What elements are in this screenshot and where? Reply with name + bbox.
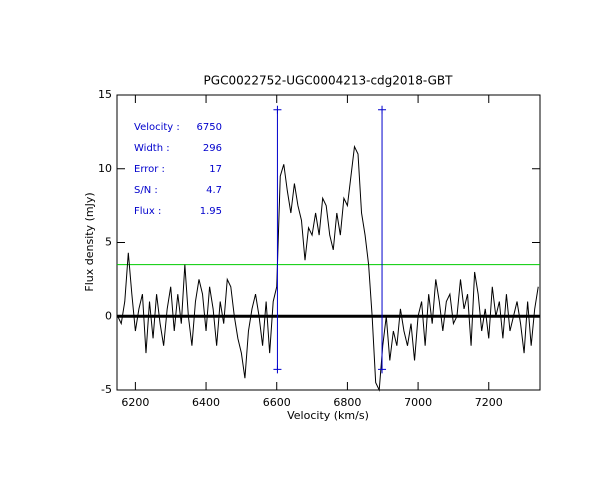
spectrum-line	[117, 144, 539, 392]
chart-title: PGC0022752-UGC0004213-cdg2018-GBT	[204, 74, 454, 88]
x-tick-label: 6400	[192, 396, 220, 409]
y-tick-label: 10	[98, 162, 112, 175]
annotation-label: Error :	[134, 164, 165, 175]
x-tick-label: 7000	[404, 396, 432, 409]
y-tick-label: -5	[101, 383, 112, 396]
annotation-label: S/N :	[134, 185, 158, 196]
x-tick-label: 6200	[121, 396, 149, 409]
marker-cap	[378, 105, 387, 114]
marker-cap	[273, 365, 282, 374]
annotation-value: 296	[203, 143, 222, 154]
y-axis-label: Flux density (mJy)	[83, 192, 96, 291]
x-tick-label: 7200	[475, 396, 503, 409]
annotation-value: 4.7	[206, 185, 222, 196]
marker-cap	[273, 105, 282, 114]
annotation-value: 17	[209, 164, 222, 175]
annotation-value: 6750	[197, 122, 222, 133]
annotation-label: Width :	[134, 143, 170, 154]
marker-cap	[378, 365, 387, 374]
x-tick-label: 6800	[333, 396, 361, 409]
annotation-label: Flux :	[134, 206, 161, 217]
x-tick-label: 6600	[263, 396, 291, 409]
y-tick-label: 15	[98, 88, 112, 101]
y-tick-label: 0	[105, 309, 112, 322]
annotation-label: Velocity :	[134, 122, 180, 133]
x-axis-label: Velocity (km/s)	[287, 409, 369, 422]
annotation-value: 1.95	[200, 206, 222, 217]
y-tick-label: 5	[105, 236, 112, 249]
